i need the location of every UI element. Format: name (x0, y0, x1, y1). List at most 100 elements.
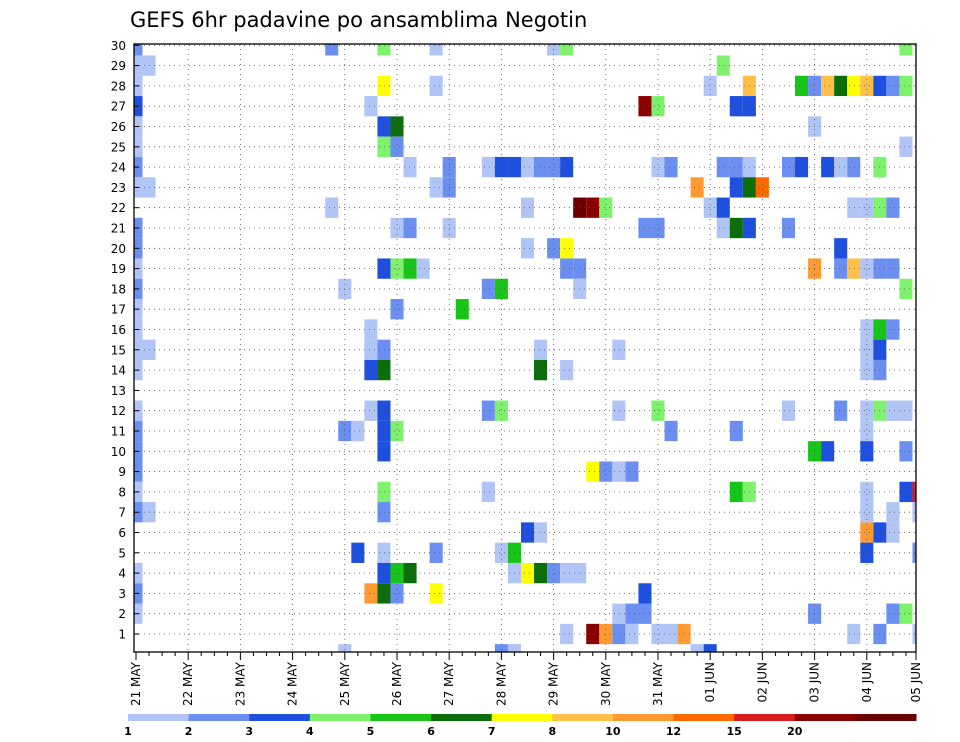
legend-level-label: 12 (666, 725, 681, 738)
y-tick-label: 6 (118, 526, 126, 540)
heatmap-cell (560, 44, 574, 56)
heatmap-cell (834, 238, 848, 259)
heatmap-cell (886, 197, 900, 218)
heatmap-cell (494, 156, 508, 178)
x-tick-label: 26 MAY (390, 661, 404, 706)
heatmap-cell (586, 623, 600, 645)
heatmap-cell (403, 156, 417, 178)
x-tick-label: 04 JUN (860, 662, 874, 702)
heatmap-cell (338, 644, 352, 652)
heatmap-cell (847, 258, 861, 279)
x-tick-label: 30 MAY (599, 661, 613, 706)
y-tick-label: 24 (111, 161, 126, 175)
heatmap-cell (364, 400, 378, 421)
heatmap-cell (377, 441, 391, 462)
heatmap-cell (364, 319, 378, 340)
legend-level-label: 6 (427, 725, 435, 738)
x-tick-label: 31 MAY (651, 661, 665, 706)
heatmap-cell (612, 339, 626, 360)
heatmap-cell (560, 238, 574, 259)
heatmap-cell (494, 278, 508, 300)
heatmap-cell (560, 359, 574, 381)
x-tick-label: 05 JUN (909, 662, 923, 702)
heatmap-cell (377, 136, 391, 157)
legend-color-swatch (431, 714, 493, 721)
legend-color-swatch (128, 714, 190, 721)
heatmap-cell (834, 156, 848, 178)
legend-level-label: 1 (124, 725, 132, 738)
legend-level-label: 10 (605, 725, 621, 738)
heatmap-cell (886, 319, 900, 340)
legend-color-swatch (552, 714, 614, 721)
legend-level-label: 7 (488, 725, 496, 738)
legend-color-swatch (855, 714, 917, 721)
heatmap-cell (377, 400, 391, 421)
chart-title: GEFS 6hr padavine po ansamblima Negotin (130, 8, 587, 32)
heatmap-cell (547, 238, 561, 259)
y-tick-label: 17 (111, 303, 126, 317)
heatmap-cell (534, 562, 548, 584)
x-tick-label: 28 MAY (494, 661, 508, 706)
heatmap-cell (716, 217, 730, 239)
heatmap-cell (560, 156, 574, 178)
legend-color-swatch (491, 714, 553, 721)
heatmap-cell (494, 542, 508, 563)
heatmap-cell (821, 441, 835, 462)
heatmap-cell (494, 400, 508, 421)
color-legend: 1 2 3 4 5 6 7 8 10 12 15 20 (124, 714, 917, 738)
legend-color-swatch (309, 714, 371, 721)
y-tick-label: 20 (111, 242, 126, 256)
heatmap-cell (429, 542, 443, 563)
heatmap-cell (351, 542, 365, 563)
y-tick-label: 13 (111, 384, 126, 398)
y-tick-label: 9 (118, 465, 126, 479)
heatmap-cell (690, 177, 704, 198)
heatmap-cell (860, 258, 874, 279)
heatmap-cell (377, 339, 391, 360)
legend-level-label: 20 (787, 725, 803, 738)
heatmap-cell (547, 562, 561, 584)
heatmap-cell (377, 420, 391, 442)
heatmap-cell (390, 562, 404, 584)
heatmap-cell (781, 217, 796, 239)
heatmap-cell (847, 75, 861, 97)
heatmap-cell (534, 522, 548, 543)
heatmap-cell (821, 156, 835, 178)
heatmap-cell (703, 197, 717, 218)
heatmap-cell (377, 542, 391, 563)
y-tick-label: 4 (118, 567, 126, 581)
heatmap-cell (781, 156, 796, 178)
heatmap-cell (860, 441, 874, 462)
heatmap-cell (860, 400, 874, 421)
heatmap-cell (795, 75, 809, 97)
heatmap-cell (860, 542, 874, 563)
heatmap-cell (860, 359, 874, 381)
heatmap-cell (377, 258, 391, 279)
heatmap-cell (755, 177, 769, 198)
legend-color-swatch (734, 714, 796, 721)
heatmap-cell (612, 623, 626, 645)
heatmap-cell (455, 299, 469, 320)
heatmap-cell (899, 75, 913, 97)
heatmap-cell (651, 156, 665, 178)
heatmap-cell (534, 156, 548, 178)
legend-level-label: 4 (306, 725, 314, 738)
heatmap-cell (651, 96, 665, 117)
heatmap-cell (403, 217, 417, 239)
heatmap-cell (390, 136, 404, 157)
heatmap-cell (520, 522, 535, 543)
heatmap-cell (416, 258, 430, 279)
heatmap-cell (899, 603, 913, 624)
y-tick-label: 21 (111, 222, 126, 236)
heatmap-cell (664, 420, 678, 442)
heatmap-cell (599, 461, 613, 482)
heatmap-cell (664, 156, 678, 178)
legend-color-swatch (794, 714, 856, 721)
heatmap-cell (560, 623, 574, 645)
heatmap-cell (834, 75, 848, 97)
heatmap-cell (729, 156, 743, 178)
heatmap-cell (377, 481, 391, 503)
heatmap-cell (886, 400, 900, 421)
y-tick-label: 5 (118, 546, 126, 560)
